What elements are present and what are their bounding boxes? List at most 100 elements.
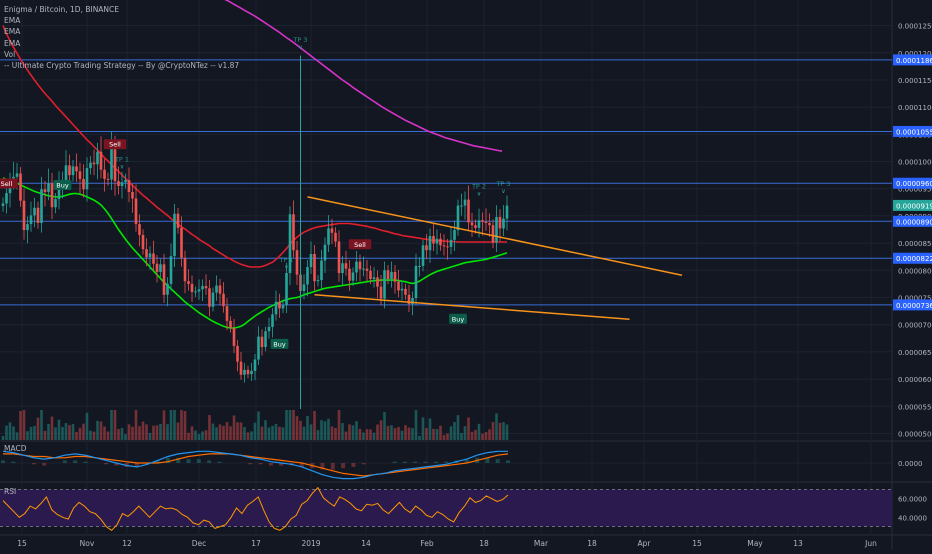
legend-strategy[interactable]: -- Ultimate Crypto Trading Strategy -- B… — [4, 61, 240, 71]
x-tick-label: 18 — [587, 539, 597, 548]
last-price-text: 0.00009193 — [896, 202, 932, 210]
volume-bar — [68, 425, 71, 440]
macd-pane-label[interactable]: MACD — [4, 444, 27, 453]
candle-body — [316, 280, 320, 282]
candle-body — [211, 292, 215, 307]
volume-bar — [239, 422, 243, 440]
volume-bar — [330, 426, 334, 440]
y-tick-label: 0.00011500 — [898, 77, 932, 85]
trendline-lower — [314, 294, 630, 321]
volume-bar — [502, 422, 505, 440]
legend-vol[interactable]: Vol — [4, 49, 16, 59]
volume-bar — [379, 420, 383, 440]
macd-histogram-bar — [268, 463, 273, 466]
rsi-line — [2, 486, 509, 531]
legend-ema-3[interactable]: EMA — [4, 38, 21, 48]
volume-bar — [495, 413, 498, 440]
candle-body — [169, 256, 173, 284]
last-price-tag — [893, 199, 932, 211]
candle-body — [229, 320, 232, 328]
volume-bar — [36, 417, 40, 440]
candle-body — [435, 238, 439, 244]
volume-bar — [334, 427, 337, 440]
candle-body — [64, 165, 68, 181]
candle-body — [236, 345, 239, 362]
ema-slow-line — [224, 0, 503, 152]
macd-histogram-bar — [413, 461, 418, 463]
candle-body — [379, 286, 383, 299]
x-tick-label: 12 — [122, 539, 132, 548]
macd-histogram-bar — [155, 460, 160, 463]
price-tag-text: 0.00011869 — [896, 57, 932, 65]
price-tag — [893, 252, 932, 264]
volume-bar — [505, 424, 509, 440]
volume-bar — [488, 429, 491, 440]
volume-bar — [299, 420, 302, 440]
candle-body — [453, 230, 456, 240]
sell-signal-box — [103, 139, 127, 150]
x-tick-label: 17 — [251, 539, 261, 548]
volume-bar — [271, 425, 274, 440]
macd-histogram-bar — [464, 459, 469, 463]
volume-bar — [166, 424, 169, 440]
rsi-pane-label[interactable]: RSI — [4, 487, 17, 496]
x-tick-label: 13 — [793, 539, 803, 548]
legend-ema-2[interactable]: EMA — [4, 27, 21, 37]
price-tag — [893, 215, 932, 227]
volume-bar — [215, 427, 218, 440]
volume-bar — [47, 423, 50, 440]
volume-bar — [320, 420, 323, 440]
candle-body — [323, 244, 327, 261]
volume-bar — [22, 410, 26, 440]
candle-body — [180, 227, 183, 258]
legend-symbol[interactable]: Enigma / Bitcoin, 1D, BINANCE — [4, 5, 120, 14]
candle-body — [145, 249, 148, 258]
volume-bar — [71, 423, 75, 440]
candle-body — [404, 288, 407, 295]
candle-body — [218, 285, 222, 294]
macd-histogram-bar — [11, 461, 16, 463]
candle-body — [162, 264, 166, 295]
candle-body — [369, 270, 372, 280]
volume-bar — [201, 431, 204, 440]
candle-body — [344, 263, 348, 269]
volume-bar — [372, 432, 376, 440]
candle-body — [197, 289, 201, 292]
volume-bar — [82, 423, 85, 440]
macd-histogram-bar — [165, 457, 170, 463]
volume-bar — [120, 427, 124, 440]
macd-histogram-bar — [124, 463, 129, 467]
x-tick-label: Mar — [534, 539, 549, 548]
candle-body — [505, 205, 509, 219]
candle-body — [281, 305, 285, 309]
sell-signal-label: Sell — [1, 180, 13, 188]
macd-histogram-bar — [423, 461, 428, 463]
volume-bar — [348, 424, 351, 440]
candle-body — [306, 267, 309, 285]
candle-body — [474, 225, 477, 228]
candle-body — [467, 199, 470, 223]
volume-bar — [225, 422, 229, 440]
tp-marker: ∨ — [477, 191, 481, 198]
candle-body — [320, 260, 323, 281]
x-tick-label: Feb — [420, 539, 434, 548]
y-tick-label: 0.00012500 — [898, 23, 932, 31]
legend-ema-1[interactable]: EMA — [4, 16, 21, 26]
volume-bar — [383, 412, 386, 440]
volume-bar — [337, 410, 341, 440]
candle-body — [330, 228, 334, 233]
volume-bar — [173, 410, 176, 440]
candle-body — [267, 326, 271, 332]
candle-body — [239, 361, 243, 375]
candle-body — [386, 270, 390, 280]
macd-line — [2, 450, 508, 480]
candle-body — [82, 178, 85, 190]
tp-marker: ∨ — [501, 188, 505, 195]
macd-histogram-bar — [444, 461, 449, 463]
chart-legend: Enigma / Bitcoin, 1D, BINANCE EMA EMA EM… — [4, 4, 239, 71]
price-tag-text: 0.00007364 — [896, 302, 932, 310]
candle-body — [418, 265, 421, 267]
